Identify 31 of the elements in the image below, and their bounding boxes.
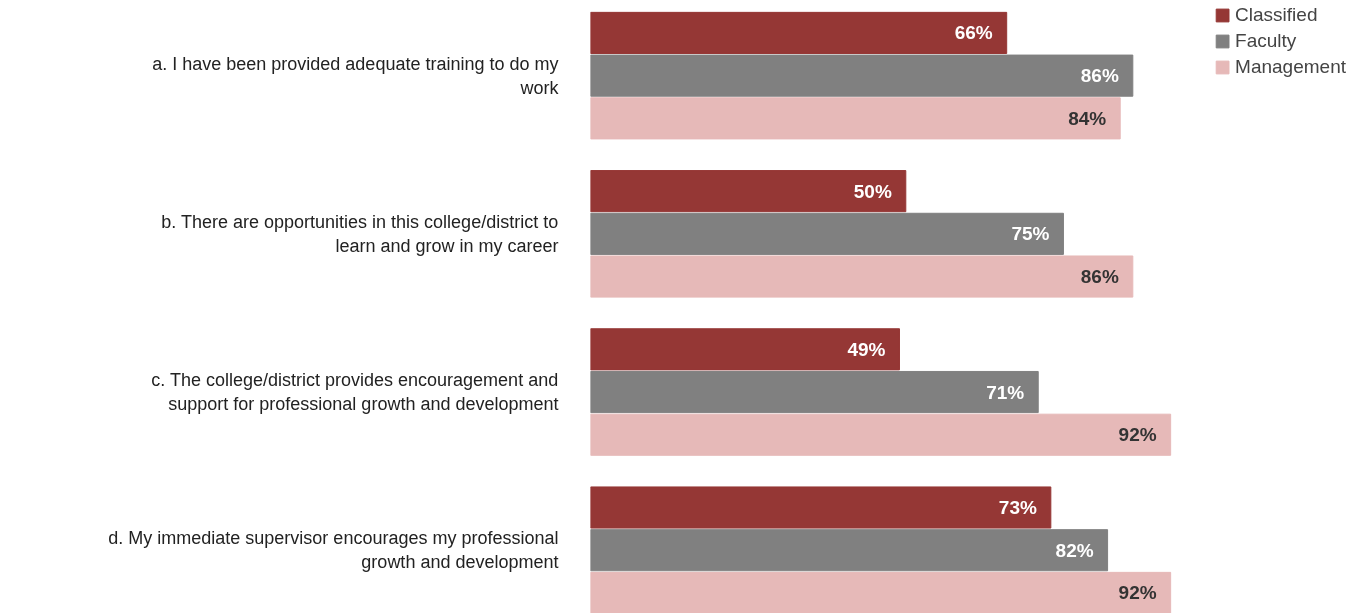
data-label: 86% (1080, 65, 1119, 87)
bar (590, 328, 900, 371)
bar (590, 571, 1172, 613)
bar (590, 54, 1134, 97)
data-label: 75% (1011, 223, 1050, 245)
legend-label: Management (1235, 56, 1346, 78)
data-label: 50% (853, 180, 892, 202)
data-label: 84% (1068, 107, 1107, 129)
legend-label: Faculty (1235, 30, 1297, 52)
data-label: 92% (1118, 582, 1157, 604)
bar (590, 255, 1134, 298)
data-label: 49% (847, 338, 886, 360)
bar (590, 212, 1064, 255)
y-tick-label: c. The college/district provides encouragement and support for professional growth and development (151, 370, 559, 415)
data-label: 86% (1080, 266, 1119, 288)
y-tick-label: d. My immediate supervisor encourages my professional growth and development (108, 528, 559, 573)
data-label: 73% (998, 497, 1037, 519)
data-label: 92% (1118, 424, 1157, 446)
bar (590, 97, 1121, 140)
data-label: 66% (954, 22, 993, 44)
bar (590, 370, 1039, 414)
legend-label: Classified (1235, 4, 1318, 26)
bar (590, 11, 1008, 54)
bar (590, 413, 1172, 456)
bar (590, 486, 1052, 529)
data-label: 82% (1055, 539, 1094, 561)
y-tick-label: b. There are opportunities in this college/district to learn and grow in my career (161, 211, 559, 256)
bar (590, 529, 1109, 572)
y-tick-label: a. I have been provided adequate training to do my work (152, 53, 560, 98)
bar (590, 170, 907, 213)
data-label: 71% (986, 381, 1025, 403)
